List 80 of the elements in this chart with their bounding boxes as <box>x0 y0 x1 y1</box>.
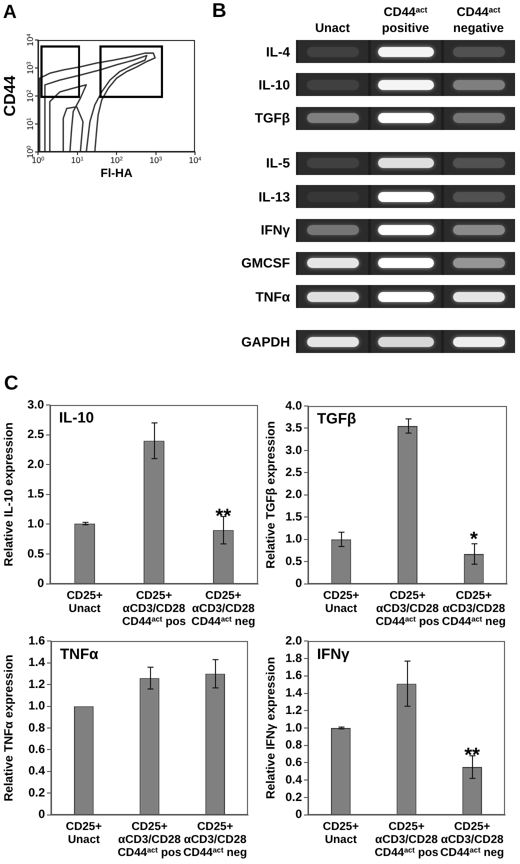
y-tick-label: 0.6 <box>285 755 302 770</box>
y-tick-label: 1.6 <box>285 668 302 682</box>
y-tick-label: 4.0 <box>285 398 302 412</box>
y-tick-label: 1.4 <box>285 686 302 700</box>
annotation: * <box>470 528 478 550</box>
y-tick-label: 0.4 <box>285 772 302 786</box>
y-tick-label: 1.0 <box>285 720 302 734</box>
category-label: GAPDH <box>241 334 290 350</box>
y-tick-label: 2.5 <box>27 427 44 442</box>
y-tick-label: 0.5 <box>27 546 44 560</box>
y-tick-label: 3.0 <box>27 397 44 412</box>
x-tick-label: CD25+ αCD3/CD28 CD44$^{act}$ pos <box>118 821 182 859</box>
y-tick-label: 2.0 <box>285 487 302 502</box>
y-tick-label: 0.8 <box>285 738 302 752</box>
x-tick-label: CD25+ αCD3/CD28 CD44$^{act}$ neg <box>440 821 504 859</box>
text: C <box>4 372 18 395</box>
y-tick-label: 1.2 <box>285 702 302 717</box>
annotation: ** <box>216 505 232 528</box>
x-tick-label: 10$^{1}$ <box>70 155 84 165</box>
y-tick-label: 1.0 <box>27 516 44 531</box>
x-tick-label: CD25+ Unact <box>66 590 103 615</box>
category-label: IL-10 <box>258 77 290 92</box>
y-axis-title: Relative TNFα expression <box>2 654 16 802</box>
x-tick-label: CD25+ αCD3/CD28 CD44$^{act}$ pos <box>122 590 186 628</box>
x-tick-label: CD25+ Unact <box>323 590 360 615</box>
y-tick-label: 1.2 <box>28 676 46 691</box>
chart-title: TGFβ <box>317 410 356 428</box>
x-tick-label: CD25+ αCD3/CD28 CD44$^{act}$ pos <box>374 821 438 859</box>
text: B <box>212 0 226 22</box>
y-tick-label: 0 <box>295 576 302 590</box>
y-tick-label: 0.5 <box>285 554 302 568</box>
category-label: GMCSF <box>241 256 290 271</box>
y-tick-label: 1.8 <box>285 650 302 665</box>
y-axis-title: CD44 <box>2 76 19 116</box>
category-label: CD44$^{act}$ positive <box>380 4 430 36</box>
y-tick-label: 0.2 <box>28 785 46 800</box>
y-tick-label: 2.5 <box>285 464 302 479</box>
annotation: ** <box>464 744 480 766</box>
y-tick-label: 1.5 <box>27 486 44 501</box>
category-label: IL-4 <box>266 44 290 59</box>
y-tick-label: 1.5 <box>285 509 302 524</box>
chart-title: TNFα <box>60 646 100 663</box>
x-axis-title: Fl-HA <box>100 166 132 180</box>
x-tick-label: 10$^{4}$ <box>188 155 202 165</box>
category-label: TNFα <box>255 288 290 304</box>
x-tick-label: CD25+ Unact <box>66 821 102 846</box>
y-tick-label: 1.4 <box>28 655 46 670</box>
category-label: TGFβ <box>254 110 290 126</box>
y-tick-label: 1.0 <box>28 698 46 713</box>
y-tick-label: 0 <box>37 576 44 590</box>
y-tick-label: 1.0 <box>285 532 302 546</box>
category-label: IL-5 <box>266 156 290 171</box>
y-tick-label: 2.0 <box>27 456 44 471</box>
x-tick-label: 10$^{2}$ <box>110 155 123 165</box>
category-label: CD44$^{act}$ negative <box>452 4 505 36</box>
category-label: Unact <box>314 20 351 36</box>
x-tick-label: CD25+ αCD3/CD28 CD44$^{act}$ neg <box>442 590 506 628</box>
x-tick-label: CD25+ αCD3/CD28 CD44$^{act}$ pos <box>376 590 440 628</box>
y-tick-label: 3.0 <box>285 442 302 457</box>
y-tick-label: 2.0 <box>285 634 302 648</box>
category-label: IFNγ <box>260 222 290 238</box>
y-axis-title: Relative IFNγ expression <box>264 656 278 800</box>
y-axis-title: Relative IL-10 expression <box>2 422 16 566</box>
x-tick-label: CD25+ Unact <box>322 821 359 846</box>
y-tick-label: 0.2 <box>285 790 302 804</box>
x-tick-label: CD25+ αCD3/CD28 CD44$^{act}$ neg <box>191 590 256 628</box>
y-tick-label: 3.5 <box>285 420 302 435</box>
chart-title: IL-10 <box>59 410 94 427</box>
y-tick-label: 0 <box>38 807 46 822</box>
y-tick-label: 1.6 <box>28 634 46 648</box>
y-tick-label: 0 <box>295 807 302 822</box>
y-tick-label: 0.8 <box>28 720 46 734</box>
chart-title: A <box>3 2 17 23</box>
y-tick-label: 0.4 <box>28 764 46 778</box>
x-tick-label: 10$^{3}$ <box>149 155 162 165</box>
category-label: IL-13 <box>258 188 290 204</box>
x-tick-label: CD25+ αCD3/CD28 CD44$^{act}$ neg <box>183 821 248 859</box>
chart-title: IFNγ <box>317 646 350 663</box>
y-tick-label: 0.6 <box>28 742 46 756</box>
y-axis-title: Relative TGFβ expression <box>264 421 278 569</box>
